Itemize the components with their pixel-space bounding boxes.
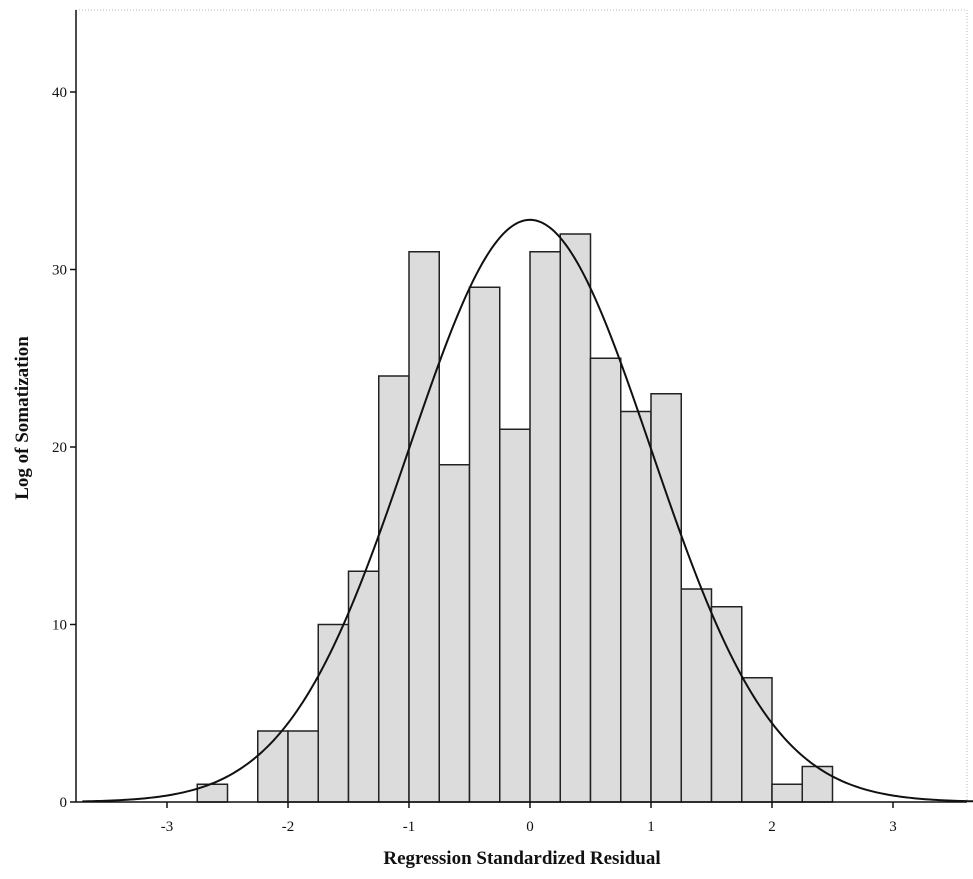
histogram-bar (589, 357, 622, 803)
y-tick-label: 40 (52, 85, 67, 101)
x-tick-group: -3 -2 -1 0 1 2 3 (161, 802, 897, 835)
x-tick-label: 1 (647, 819, 655, 835)
y-tick-label: 10 (52, 618, 67, 634)
x-tick-label: 3 (889, 819, 897, 835)
histogram-bar (378, 375, 410, 803)
x-axis-title: Regression Standardized Residual (383, 848, 660, 869)
normal-curve (82, 218, 973, 803)
histogram-bar (680, 588, 713, 803)
y-axis-title: Log of Somatization (12, 336, 33, 500)
histogram-bar (347, 570, 380, 803)
histogram-bar (468, 286, 501, 803)
y-tick-label: 20 (52, 440, 67, 456)
x-tick-label: -2 (282, 819, 295, 835)
histogram-bar (499, 428, 531, 803)
y-tick-label: 30 (52, 263, 67, 279)
x-tick-label: -3 (161, 819, 174, 835)
histogram-bar (408, 251, 440, 803)
histogram-bar (559, 233, 592, 803)
histogram-bar (438, 464, 471, 803)
y-tick-group: 0 10 20 30 40 (52, 85, 76, 811)
x-tick-label: 0 (526, 819, 534, 835)
histogram-bar (771, 783, 803, 803)
histogram-bar (529, 251, 561, 803)
histogram-bar (257, 730, 289, 803)
x-tick-label: -1 (403, 819, 416, 835)
x-tick-label: 2 (768, 819, 776, 835)
histogram-bar (317, 623, 350, 803)
histogram-bar (741, 677, 773, 803)
y-tick-label: 0 (60, 795, 68, 811)
histogram-bar (710, 606, 743, 803)
histogram-bar (287, 730, 319, 803)
histogram-bar (650, 393, 682, 803)
histogram-bar (801, 765, 834, 803)
histogram-bar (620, 410, 652, 803)
